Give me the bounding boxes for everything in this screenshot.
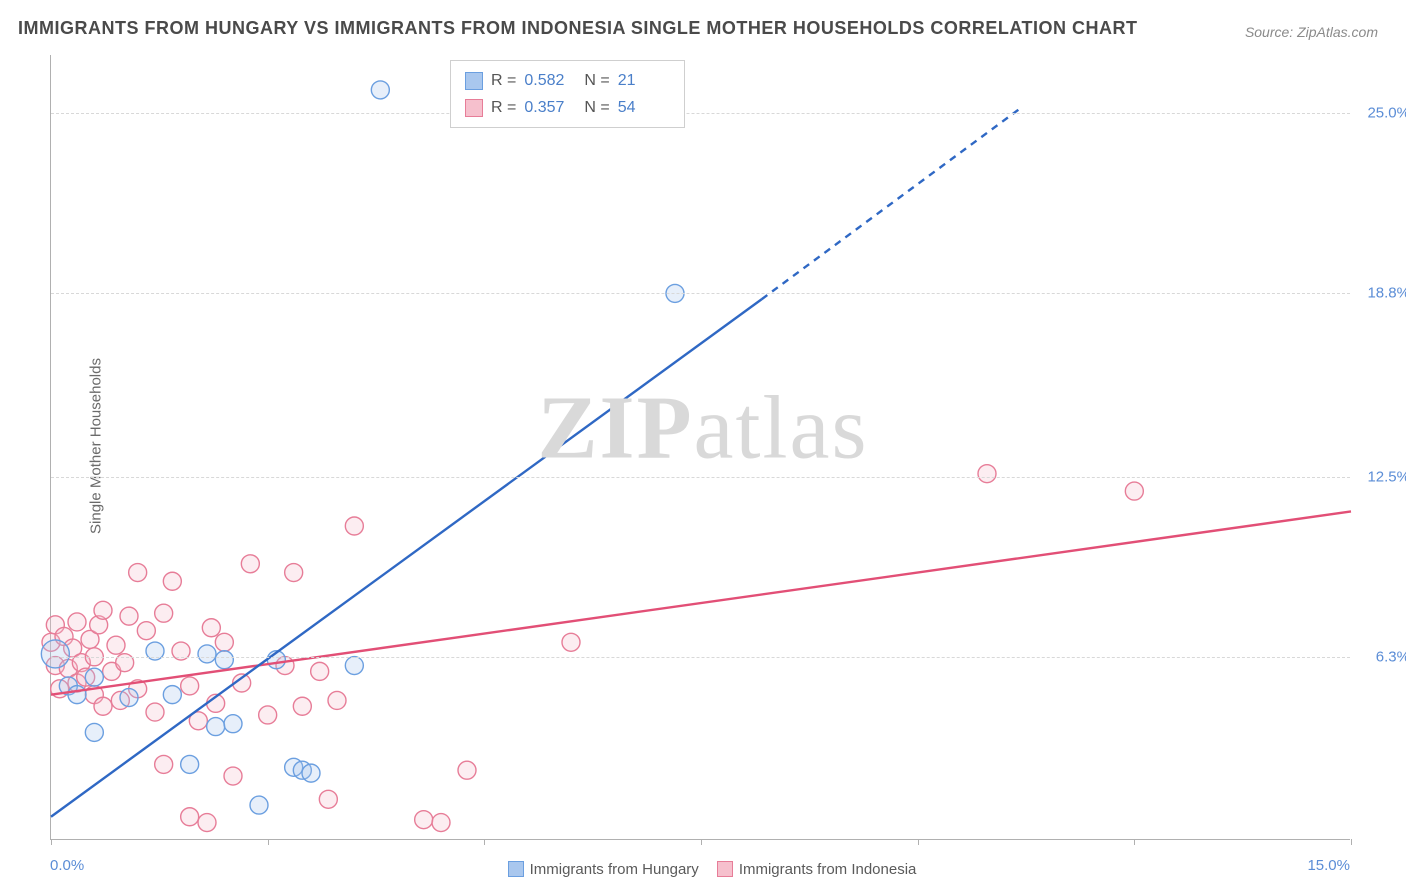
stats-n-label: N = <box>584 94 609 121</box>
scatter-point <box>293 697 311 715</box>
scatter-point <box>978 465 996 483</box>
correlation-chart: IMMIGRANTS FROM HUNGARY VS IMMIGRANTS FR… <box>0 0 1406 892</box>
y-tick-label: 18.8% <box>1367 285 1406 302</box>
scatter-point <box>85 723 103 741</box>
scatter-point <box>155 604 173 622</box>
stats-r-value: 0.582 <box>524 67 576 94</box>
legend-swatch-icon <box>465 99 483 117</box>
scatter-point <box>224 715 242 733</box>
x-tick-mark <box>1134 839 1135 845</box>
scatter-point <box>215 633 233 651</box>
scatter-point <box>328 691 346 709</box>
scatter-point <box>163 572 181 590</box>
bottom-legend: Immigrants from Hungary Immigrants from I… <box>0 861 1406 878</box>
scatter-point <box>224 767 242 785</box>
scatter-point <box>85 668 103 686</box>
stats-row: R = 0.357 N = 54 <box>465 94 670 121</box>
x-tick-mark <box>701 839 702 845</box>
plot-svg <box>51 55 1350 839</box>
x-tick-mark <box>918 839 919 845</box>
x-tick-mark <box>1351 839 1352 845</box>
scatter-point <box>285 564 303 582</box>
stats-row: R = 0.582 N = 21 <box>465 67 670 94</box>
x-tick-mark <box>51 839 52 845</box>
scatter-point <box>120 689 138 707</box>
trend-line-extrapolated <box>762 107 1022 299</box>
scatter-point <box>345 657 363 675</box>
legend-series-label: Immigrants from Indonesia <box>739 861 917 878</box>
legend-series-label: Immigrants from Hungary <box>530 861 699 878</box>
stats-r-label: R = <box>491 94 516 121</box>
gridline-horizontal <box>51 293 1350 294</box>
scatter-point <box>94 697 112 715</box>
gridline-horizontal <box>51 657 1350 658</box>
source-attribution: Source: ZipAtlas.com <box>1245 24 1378 40</box>
scatter-point <box>155 755 173 773</box>
y-tick-label: 25.0% <box>1367 105 1406 122</box>
scatter-point <box>215 651 233 669</box>
scatter-point <box>319 790 337 808</box>
scatter-point <box>371 81 389 99</box>
stats-legend-box: R = 0.582 N = 21 R = 0.357 N = 54 <box>450 60 685 128</box>
scatter-point <box>120 607 138 625</box>
scatter-point <box>94 601 112 619</box>
y-tick-label: 12.5% <box>1367 468 1406 485</box>
plot-area: 6.3%12.5%18.8%25.0% <box>50 55 1350 840</box>
scatter-point <box>458 761 476 779</box>
scatter-point <box>207 718 225 736</box>
scatter-point <box>68 686 86 704</box>
scatter-point <box>250 796 268 814</box>
scatter-point <box>198 814 216 832</box>
scatter-point <box>181 677 199 695</box>
scatter-point <box>129 564 147 582</box>
legend-swatch-icon <box>508 861 524 877</box>
scatter-point <box>198 645 216 663</box>
scatter-point <box>181 755 199 773</box>
stats-n-value: 54 <box>618 94 670 121</box>
scatter-point <box>1125 482 1143 500</box>
stats-n-value: 21 <box>618 67 670 94</box>
scatter-point <box>181 808 199 826</box>
scatter-point <box>202 619 220 637</box>
scatter-point <box>146 703 164 721</box>
trend-line <box>51 299 762 817</box>
scatter-point <box>311 662 329 680</box>
stats-n-label: N = <box>584 67 609 94</box>
legend-swatch-icon <box>717 861 733 877</box>
scatter-point <box>302 764 320 782</box>
stats-r-label: R = <box>491 67 516 94</box>
scatter-point <box>137 622 155 640</box>
x-tick-mark <box>268 839 269 845</box>
trend-line <box>51 511 1351 694</box>
stats-r-value: 0.357 <box>524 94 576 121</box>
gridline-horizontal <box>51 477 1350 478</box>
scatter-point <box>107 636 125 654</box>
scatter-point <box>562 633 580 651</box>
scatter-point <box>259 706 277 724</box>
scatter-point <box>163 686 181 704</box>
x-tick-mark <box>484 839 485 845</box>
scatter-point <box>345 517 363 535</box>
scatter-point <box>241 555 259 573</box>
y-tick-label: 6.3% <box>1376 648 1406 665</box>
chart-title: IMMIGRANTS FROM HUNGARY VS IMMIGRANTS FR… <box>18 18 1138 39</box>
scatter-point <box>415 811 433 829</box>
scatter-point <box>432 814 450 832</box>
scatter-point <box>41 640 69 668</box>
scatter-point <box>68 613 86 631</box>
legend-swatch-icon <box>465 72 483 90</box>
gridline-horizontal <box>51 113 1350 114</box>
